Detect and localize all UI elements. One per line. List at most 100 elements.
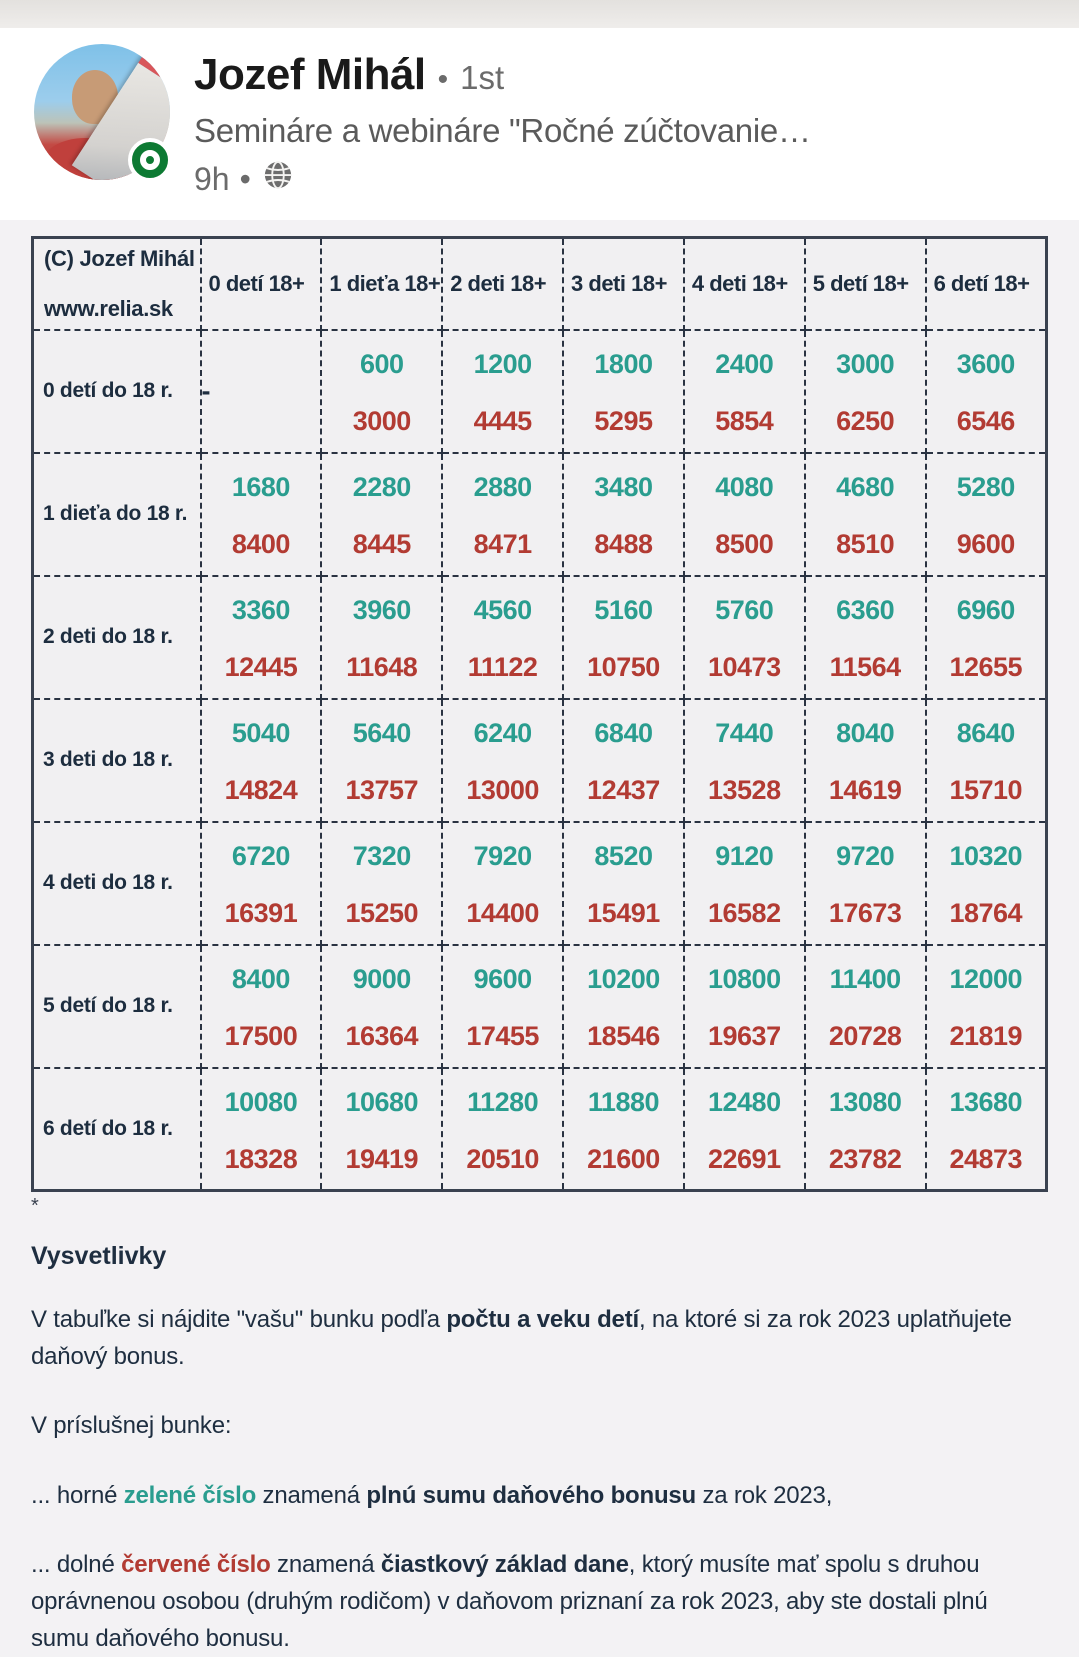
tax-base-amount: 20510 bbox=[466, 1143, 539, 1174]
bonus-amount: 1680 bbox=[231, 471, 291, 502]
bonus-amount: 2400 bbox=[715, 348, 774, 379]
value-cell: 3480 8488 bbox=[562, 451, 685, 577]
website-label: www.relia.sk bbox=[44, 295, 173, 321]
post-header: Jozef Mihál • 1st Semináre a webináre "R… bbox=[0, 28, 1079, 220]
tax-base-amount: 19419 bbox=[345, 1143, 419, 1174]
post-image-area: (C) Jozef Mihál www.relia.sk 0 detí 18+ 1… bbox=[0, 220, 1079, 1657]
bonus-amount: 6960 bbox=[956, 594, 1016, 625]
column-header: 6 detí 18+ bbox=[924, 236, 1048, 331]
bonus-amount: 10200 bbox=[587, 963, 660, 994]
bonus-amount: 7920 bbox=[473, 840, 533, 871]
author-headline: Semináre a webináre "Ročné zúčtovanie… bbox=[194, 112, 811, 149]
text-segment: V príslušnej bunke: bbox=[31, 1412, 232, 1440]
bonus-amount: 4080 bbox=[715, 471, 774, 502]
tax-base-amount: 13757 bbox=[345, 774, 419, 805]
bonus-amount: 1200 bbox=[473, 348, 533, 379]
tax-base-amount: 3000 bbox=[352, 405, 412, 436]
value-cell: 5760 10473 bbox=[682, 574, 806, 700]
bonus-amount: 5040 bbox=[231, 717, 291, 748]
column-header: 5 detí 18+ bbox=[803, 236, 927, 331]
tax-base-amount: 6546 bbox=[956, 405, 1016, 436]
value-cell: 6240 13000 bbox=[441, 697, 565, 823]
value-cell: 5640 13757 bbox=[320, 697, 444, 823]
value-cell: 2880 8471 bbox=[441, 451, 565, 577]
value-cell: 9120 16582 bbox=[682, 820, 806, 946]
column-header: 2 deti 18+ bbox=[441, 236, 565, 331]
value-cell: 11400 20728 bbox=[803, 943, 927, 1069]
value-cell: 6840 12437 bbox=[562, 697, 685, 823]
tax-base-amount: 14824 bbox=[224, 774, 298, 805]
bonus-amount: 4560 bbox=[473, 594, 533, 625]
column-header: 1 dieťa 18+ bbox=[320, 236, 444, 331]
text-segment: ... dolné bbox=[31, 1550, 122, 1578]
value-cell: 1680 8400 bbox=[199, 451, 323, 577]
tax-base-amount: 8500 bbox=[715, 528, 774, 559]
value-cell: 8400 17500 bbox=[199, 943, 323, 1069]
text-segment: zelené číslo bbox=[123, 1481, 257, 1509]
value-cell: 12480 22691 bbox=[682, 1066, 806, 1192]
value-cell: 4680 8510 bbox=[803, 451, 927, 577]
avatar[interactable] bbox=[34, 44, 172, 182]
tax-base-amount: 12445 bbox=[224, 651, 298, 682]
tax-base-amount: 23782 bbox=[828, 1143, 902, 1174]
bonus-amount: 3000 bbox=[836, 348, 895, 379]
tax-bonus-table: (C) Jozef Mihál www.relia.sk 0 detí 18+ 1… bbox=[31, 236, 1048, 1192]
bonus-amount: 8520 bbox=[594, 840, 653, 871]
tax-base-amount: 5854 bbox=[715, 405, 774, 436]
row-header: 5 detí do 18 r. bbox=[31, 943, 202, 1069]
value-cell: 4080 8500 bbox=[682, 451, 806, 577]
explanation-title: Vysvetlivky bbox=[31, 1242, 167, 1270]
table-header-row: (C) Jozef Mihál www.relia.sk 0 detí 18+ 1… bbox=[31, 236, 1048, 331]
value-cell: 8040 14619 bbox=[803, 697, 927, 823]
tax-base-amount: 15491 bbox=[587, 897, 660, 928]
bonus-amount: 8040 bbox=[836, 717, 895, 748]
bonus-amount: 5640 bbox=[352, 717, 412, 748]
value-cell: 1800 5295 bbox=[562, 328, 685, 454]
tax-base-amount: 14400 bbox=[466, 897, 539, 928]
bonus-amount: 11400 bbox=[829, 963, 902, 994]
bonus-amount: 6240 bbox=[473, 717, 533, 748]
tax-base-amount: 15710 bbox=[949, 774, 1023, 805]
bonus-amount: 13680 bbox=[949, 1086, 1023, 1117]
globe-icon bbox=[263, 160, 293, 198]
author-name[interactable]: Jozef Mihál bbox=[194, 50, 426, 99]
tax-base-amount: 10473 bbox=[708, 651, 781, 682]
text-segment: znamená bbox=[270, 1550, 381, 1578]
table-row: 0 detí do 18 r. - 600 3000 1200 4445 1800 5295 2… bbox=[31, 328, 1048, 454]
value-cell: 2280 8445 bbox=[320, 451, 444, 577]
explanation-paragraph: V príslušnej bunke: bbox=[31, 1407, 1048, 1444]
row-header: 3 deti do 18 r. bbox=[31, 697, 202, 823]
tax-base-amount: 18764 bbox=[949, 897, 1023, 928]
post-time: 9h bbox=[194, 160, 230, 197]
bonus-amount: 3600 bbox=[956, 348, 1016, 379]
table-row: 1 dieťa do 18 r. 1680 8400 2280 8445 2880 8471… bbox=[31, 451, 1048, 577]
tax-base-amount: 5295 bbox=[594, 405, 653, 436]
value-cell: 600 3000 bbox=[320, 328, 444, 454]
value-cell: 3000 6250 bbox=[803, 328, 927, 454]
tax-base-amount: 16364 bbox=[345, 1020, 419, 1051]
value-cell: 8520 15491 bbox=[562, 820, 685, 946]
tax-base-amount: 8488 bbox=[594, 528, 653, 559]
value-cell: 10800 19637 bbox=[682, 943, 806, 1069]
table-row: 3 deti do 18 r. 5040 14824 5640 13757 6240 130… bbox=[31, 697, 1048, 823]
value-cell: 5040 14824 bbox=[199, 697, 323, 823]
footnote-marker: * bbox=[31, 1195, 39, 1217]
bonus-amount: 13080 bbox=[828, 1086, 902, 1117]
table-row: 4 deti do 18 r. 6720 16391 7320 15250 7920 144… bbox=[31, 820, 1048, 946]
row-header: 6 detí do 18 r. bbox=[31, 1066, 202, 1192]
value-cell: 6960 12655 bbox=[924, 574, 1048, 700]
tax-base-amount: 4445 bbox=[473, 405, 533, 436]
value-cell: 2400 5854 bbox=[682, 328, 806, 454]
row-header: 1 dieťa do 18 r. bbox=[31, 451, 202, 577]
text-segment: počtu a veku detí bbox=[446, 1306, 639, 1333]
text-segment: V tabuľke si nájdite "vašu" bunku podľa bbox=[31, 1306, 447, 1333]
bonus-amount: 11880 bbox=[587, 1086, 660, 1117]
bonus-amount: 12000 bbox=[949, 963, 1023, 994]
tax-base-amount: 21819 bbox=[949, 1020, 1023, 1051]
bonus-amount: 8640 bbox=[956, 717, 1016, 748]
bonus-amount: 10800 bbox=[708, 963, 781, 994]
value-cell: 13680 24873 bbox=[924, 1066, 1048, 1192]
value-cell: 7320 15250 bbox=[320, 820, 444, 946]
tax-base-amount: 8471 bbox=[473, 528, 533, 559]
bonus-amount: 7320 bbox=[352, 840, 412, 871]
